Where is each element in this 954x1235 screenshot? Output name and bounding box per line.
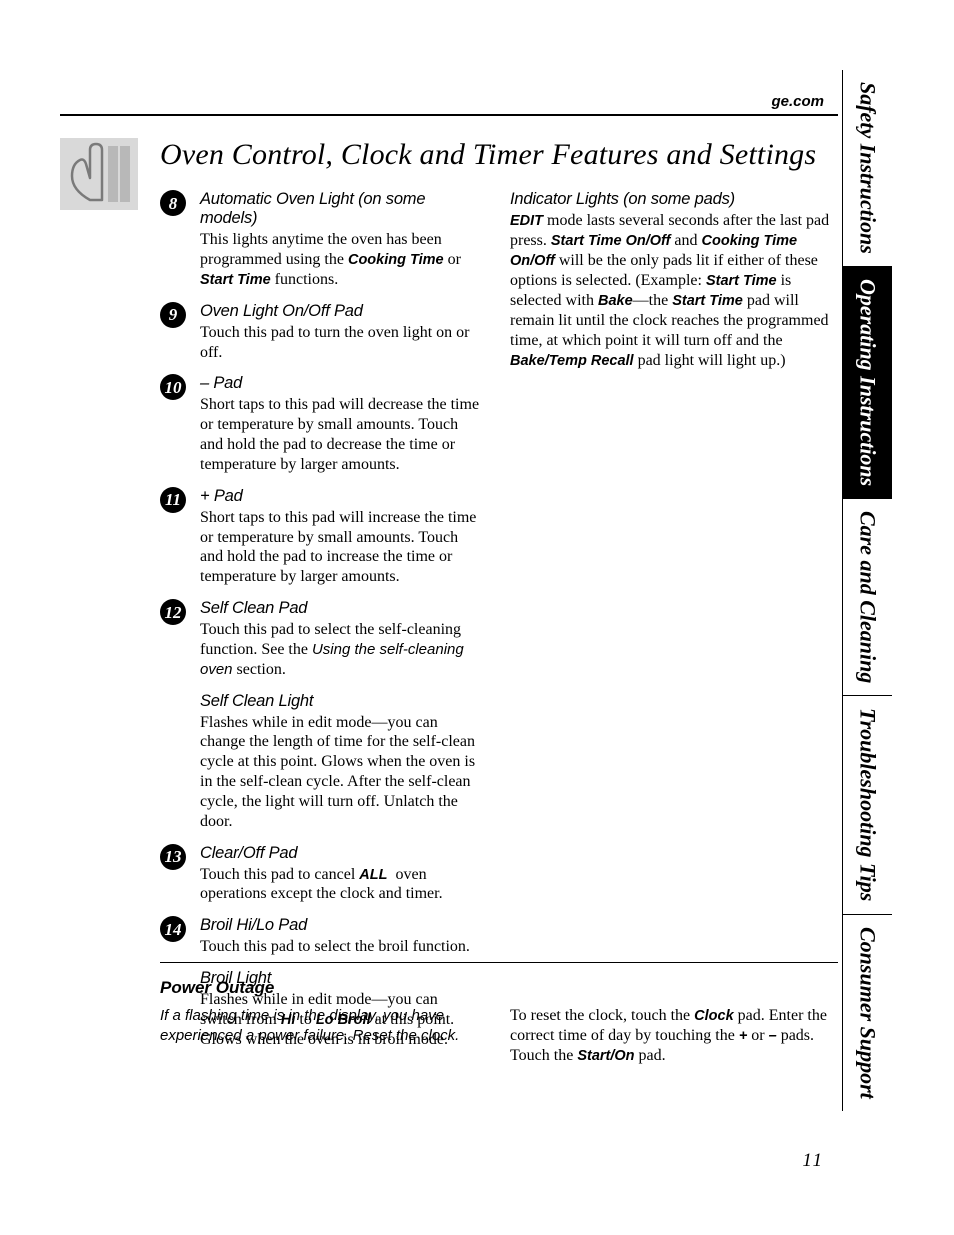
item-body: Flashes while in edit mode—you can chang… [200, 713, 482, 832]
feature-item: 9 Oven Light On/Off Pad Touch this pad to … [160, 302, 482, 363]
item-title: Broil Hi/Lo Pad [200, 916, 482, 935]
bullet-number-icon: 11 [160, 487, 186, 513]
tab-care-and-cleaning[interactable]: Care and Cleaning [842, 498, 892, 695]
feature-item: 11 + Pad Short taps to this pad will incre… [160, 487, 482, 587]
item-title: Indicator Lights (on some pads) [510, 190, 832, 209]
feature-item: Self Clean Light Flashes while in edit mo… [160, 692, 482, 832]
item-title: + Pad [200, 487, 482, 506]
item-title: Automatic Oven Light (on some models) [200, 190, 482, 228]
side-tabs: Safety InstructionsOperating Instruction… [842, 70, 892, 1180]
power-intro: If a flashing time is in the display, yo… [160, 1006, 482, 1045]
power-right: To reset the clock, touch the Clock pad.… [510, 978, 832, 1066]
tab-operating-instructions[interactable]: Operating Instructions [842, 266, 892, 498]
item-body: Touch this pad to select the self-cleani… [200, 620, 482, 679]
tab-consumer-support[interactable]: Consumer Support [842, 914, 892, 1111]
power-heading: Power Outage [160, 978, 482, 998]
item-title: – Pad [200, 374, 482, 393]
feature-item: Indicator Lights (on some pads) EDIT mode… [510, 190, 832, 370]
bullet-number-icon: 8 [160, 190, 186, 216]
right-column: Indicator Lights (on some pads) EDIT mode… [510, 190, 832, 1062]
content-columns: 8 Automatic Oven Light (on some models)Th… [160, 190, 832, 1062]
tab-troubleshooting-tips[interactable]: Troubleshooting Tips [842, 695, 892, 913]
feature-item: 14 Broil Hi/Lo Pad Touch this pad to selec… [160, 916, 482, 957]
bullet-number-icon: 9 [160, 302, 186, 328]
power-left: Power Outage If a flashing time is in th… [160, 978, 482, 1066]
hand-icon [60, 138, 138, 210]
item-title: Self Clean Pad [200, 599, 482, 618]
bullet-number-icon: 14 [160, 916, 186, 942]
item-body: Short taps to this pad will decrease the… [200, 395, 482, 474]
section-rule [160, 962, 838, 963]
page-title: Oven Control, Clock and Timer Features a… [160, 138, 816, 172]
page-number: 11 [802, 1150, 824, 1172]
feature-item: 8 Automatic Oven Light (on some models)Th… [160, 190, 482, 290]
item-body: Touch this pad to select the broil funct… [200, 937, 482, 957]
header-site: ge.com [771, 93, 824, 110]
item-title: Oven Light On/Off Pad [200, 302, 482, 321]
item-title: Clear/Off Pad [200, 844, 482, 863]
tab-safety-instructions[interactable]: Safety Instructions [842, 70, 892, 266]
item-title: Self Clean Light [200, 692, 482, 711]
bullet-number-icon: 12 [160, 599, 186, 625]
power-outage-section: Power Outage If a flashing time is in th… [160, 978, 832, 1066]
left-column: 8 Automatic Oven Light (on some models)Th… [160, 190, 482, 1062]
feature-item: 13 Clear/Off Pad Touch this pad to cancel … [160, 844, 482, 905]
feature-item: 10 – Pad Short taps to this pad will decre… [160, 374, 482, 474]
item-body: This lights anytime the oven has been pr… [200, 230, 482, 290]
header-rule [60, 114, 838, 116]
bullet-number-icon: 10 [160, 374, 186, 400]
item-body: EDIT mode lasts several seconds after th… [510, 211, 832, 370]
item-body: Short taps to this pad will increase the… [200, 508, 482, 587]
item-body: Touch this pad to cancel ALL oven operat… [200, 865, 482, 905]
item-body: Touch this pad to turn the oven light on… [200, 323, 482, 363]
feature-item: 12 Self Clean Pad Touch this pad to select… [160, 599, 482, 679]
bullet-number-icon: 13 [160, 844, 186, 870]
power-body: To reset the clock, touch the Clock pad.… [510, 1006, 832, 1066]
